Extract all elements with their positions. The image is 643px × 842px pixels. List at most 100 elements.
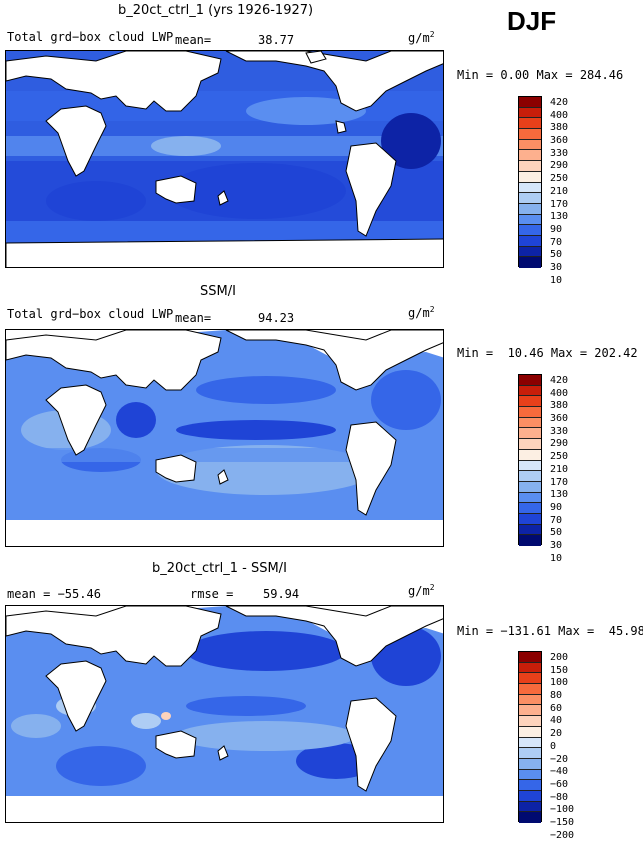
min-max-label: Min = 10.46 Max = 202.42	[457, 346, 638, 360]
colorbar-swatch	[519, 726, 541, 738]
colorbar-tick: 130	[550, 211, 569, 223]
colorbar-swatch	[519, 214, 541, 226]
difference-map-svg	[6, 606, 443, 822]
colorbar-tick: 170	[550, 476, 569, 488]
colorbar-swatch	[519, 758, 541, 770]
colorbar-tick: 330	[550, 425, 569, 437]
colorbar-ticks: 420 400 380 360 330 290 250 210 170 130 …	[550, 97, 568, 287]
colorbar-tick: −150	[550, 816, 575, 828]
variable-label: Total grd−box cloud LWP	[7, 30, 174, 44]
season-label: DJF	[507, 6, 557, 36]
colorbar-swatch	[519, 225, 541, 236]
colorbar-tick: −40	[550, 766, 569, 778]
mean-label: mean=	[175, 311, 212, 325]
colorbar-swatch	[519, 748, 541, 759]
colorbar-tick: 40	[550, 715, 563, 727]
observation-map	[5, 329, 444, 547]
colorbar-swatch	[519, 513, 541, 525]
colorbar-swatch	[519, 375, 541, 386]
colorbar-swatch	[519, 407, 541, 418]
colorbar-tick: −80	[550, 791, 569, 803]
colorbar	[518, 96, 542, 268]
colorbar-tick: 420	[550, 375, 569, 386]
model-map	[5, 50, 444, 268]
colorbar-tick: 130	[550, 489, 569, 501]
colorbar-tick: 400	[550, 387, 569, 399]
colorbar-tick: 360	[550, 135, 569, 147]
colorbar-tick: 150	[550, 664, 569, 676]
rmse-value: 59.94	[263, 587, 300, 601]
colorbar-ticks: 200 150 100 80 60 40 20 0 −20 −40 −60 −8…	[550, 652, 574, 842]
colorbar-swatch	[519, 460, 541, 472]
colorbar-swatch	[519, 524, 541, 536]
colorbar-tick: 290	[550, 160, 569, 172]
colorbar-tick: 250	[550, 173, 569, 185]
colorbar-swatch	[519, 503, 541, 514]
colorbar-tick: 70	[550, 514, 563, 526]
colorbar-tick: 90	[550, 223, 563, 235]
colorbar-swatch	[519, 139, 541, 151]
colorbar-tick: 10	[550, 552, 563, 564]
variable-label: Total grd−box cloud LWP	[7, 307, 174, 321]
colorbar-swatch	[519, 769, 541, 781]
colorbar-swatch	[519, 235, 541, 247]
colorbar-swatch	[519, 449, 541, 461]
min-max-label: Min = 0.00 Max = 284.46	[457, 68, 624, 82]
colorbar-tick: 210	[550, 185, 569, 197]
colorbar-swatch	[519, 705, 541, 717]
colorbar-swatch	[519, 257, 541, 268]
colorbar-tick: 380	[550, 122, 569, 134]
model-map-svg	[6, 51, 443, 267]
colorbar-tick: 200	[550, 652, 569, 663]
colorbar-swatch	[519, 182, 541, 194]
colorbar-swatch	[519, 150, 541, 162]
colorbar-tick: 420	[550, 97, 569, 108]
colorbar	[518, 651, 542, 823]
colorbar-swatch	[519, 171, 541, 183]
observation-map-svg	[6, 330, 443, 546]
colorbar-swatch	[519, 812, 541, 823]
colorbar-swatch	[519, 673, 541, 685]
colorbar-swatch	[519, 385, 541, 397]
colorbar-tick: 60	[550, 702, 563, 714]
colorbar-swatch	[519, 694, 541, 706]
min-max-label: Min = −131.61 Max = 45.98	[457, 624, 643, 638]
colorbar-tick: 50	[550, 527, 563, 539]
colorbar-swatch	[519, 801, 541, 813]
panel-title: b_20ct_ctrl_1 (yrs 1926-1927)	[118, 3, 314, 18]
colorbar-swatch	[519, 118, 541, 130]
colorbar	[518, 374, 542, 546]
colorbar-swatch	[519, 246, 541, 258]
colorbar-tick: 360	[550, 413, 569, 425]
colorbar-swatch	[519, 780, 541, 791]
colorbar-tick: 80	[550, 690, 563, 702]
panel-title: b_20ct_ctrl_1 - SSM/I	[152, 561, 287, 576]
colorbar-swatch	[519, 652, 541, 663]
units-label: g/m2	[408, 583, 435, 598]
colorbar-tick: 10	[550, 274, 563, 286]
colorbar-swatch	[519, 535, 541, 546]
colorbar-swatch	[519, 193, 541, 204]
mean-value: 38.77	[258, 33, 295, 47]
colorbar-tick: 380	[550, 400, 569, 412]
colorbar-tick: 20	[550, 728, 563, 740]
colorbar-swatch	[519, 716, 541, 727]
colorbar-swatch	[519, 439, 541, 450]
colorbar-swatch	[519, 428, 541, 440]
colorbar-swatch	[519, 396, 541, 408]
colorbar-tick: 250	[550, 451, 569, 463]
units-label: g/m2	[408, 305, 435, 320]
colorbar-swatch	[519, 471, 541, 482]
colorbar-swatch	[519, 203, 541, 215]
rmse-label: rmse =	[190, 587, 234, 601]
mean-value: 94.23	[258, 311, 295, 325]
units-label: g/m2	[408, 30, 435, 45]
colorbar-swatch	[519, 481, 541, 493]
colorbar-swatch	[519, 107, 541, 119]
colorbar-tick: 400	[550, 109, 569, 121]
colorbar-tick: 30	[550, 261, 563, 273]
colorbar-tick: 70	[550, 236, 563, 248]
colorbar-swatch	[519, 417, 541, 429]
colorbar-ticks: 420 400 380 360 330 290 250 210 170 130 …	[550, 375, 568, 565]
panel-title: SSM/I	[200, 284, 236, 299]
